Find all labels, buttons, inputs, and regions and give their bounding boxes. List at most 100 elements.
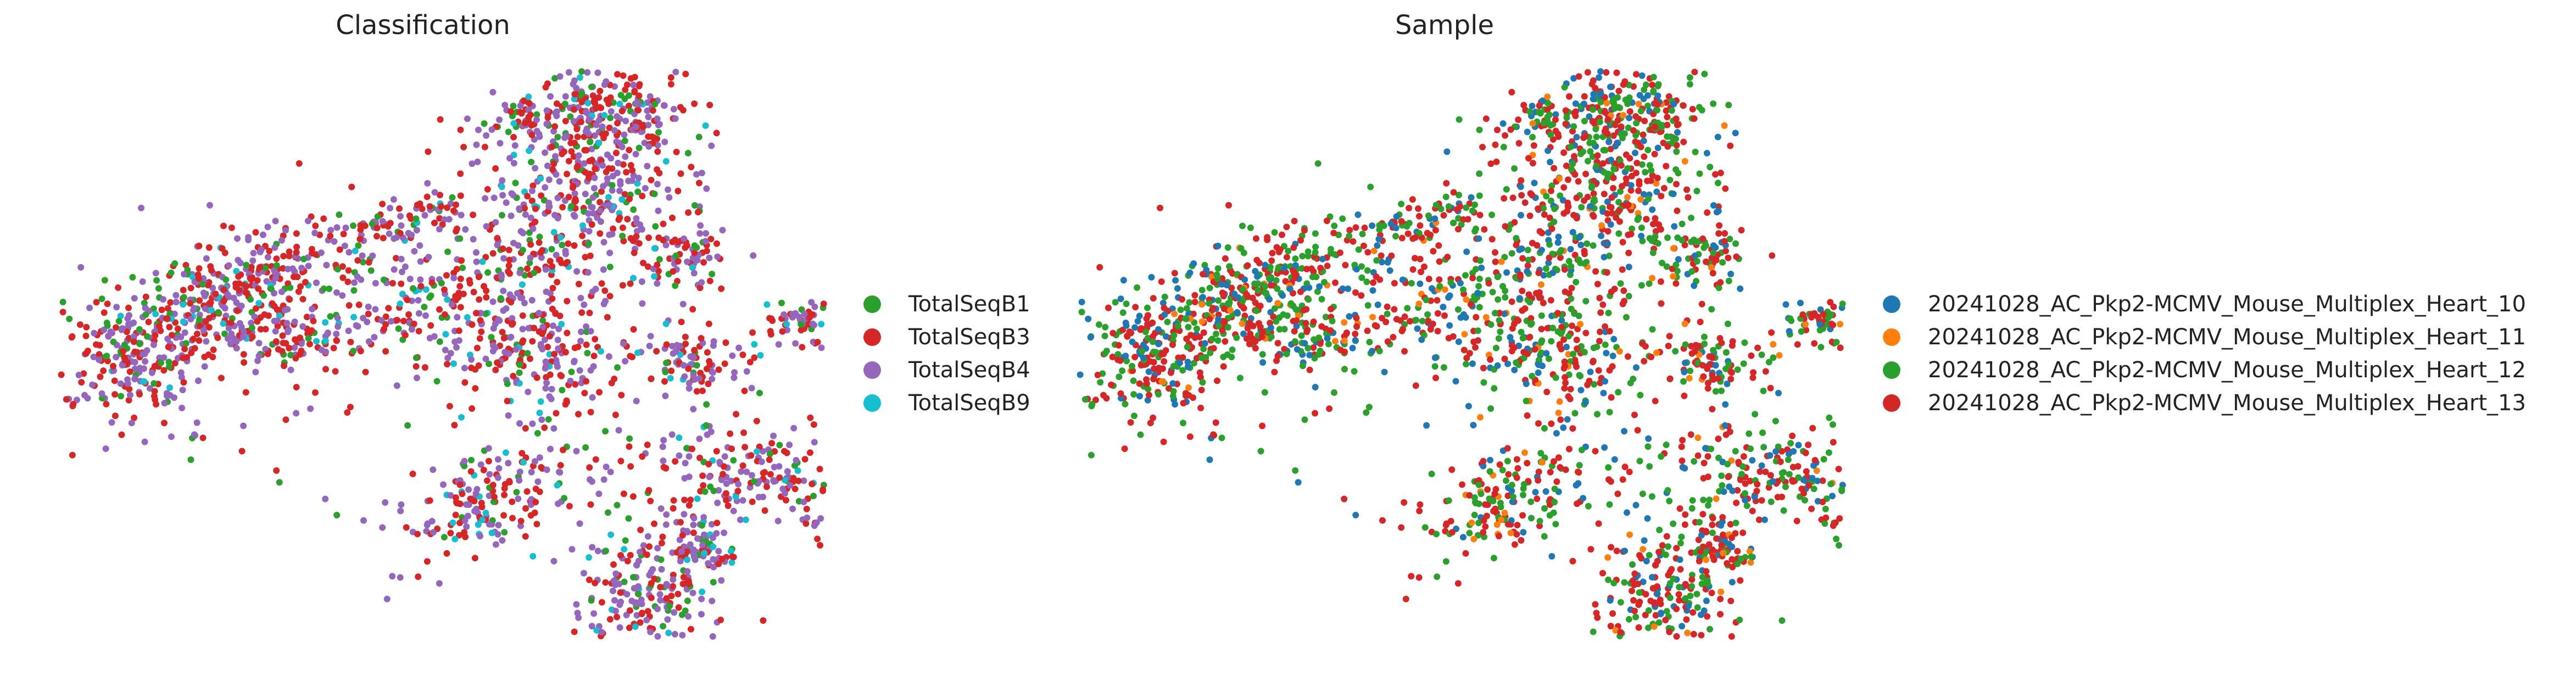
scatter-point	[272, 338, 280, 345]
scatter-point	[618, 392, 625, 399]
scatter-point	[1546, 355, 1552, 362]
scatter-point	[1566, 395, 1574, 403]
scatter-point	[1186, 433, 1194, 440]
scatter-point	[1434, 297, 1441, 304]
scatter-point	[689, 264, 696, 271]
scatter-point	[1513, 234, 1520, 242]
scatter-point	[442, 331, 449, 338]
scatter-point	[1536, 517, 1543, 524]
scatter-point	[447, 350, 454, 357]
scatter-point	[1551, 165, 1558, 172]
scatter-point	[1518, 245, 1525, 252]
scatter-point	[1231, 290, 1238, 298]
scatter-point	[415, 328, 422, 334]
scatter-point	[609, 187, 616, 194]
scatter-point	[1633, 71, 1640, 78]
scatter-point	[208, 306, 215, 314]
scatter-point	[555, 326, 562, 332]
scatter-point	[1369, 348, 1376, 355]
scatter-point	[165, 343, 172, 350]
scatter-point	[1183, 392, 1190, 399]
scatter-point	[1664, 143, 1671, 150]
scatter-point	[1751, 493, 1758, 500]
scatter-point	[1284, 312, 1291, 319]
scatter-point	[98, 390, 105, 397]
scatter-point	[355, 301, 363, 308]
scatter-point	[287, 366, 294, 373]
scatter-point	[1198, 301, 1206, 308]
scatter-point	[1663, 608, 1670, 615]
scatter-point	[1477, 490, 1485, 498]
scatter-point	[639, 124, 646, 131]
scatter-point	[594, 214, 601, 221]
scatter-point	[252, 305, 259, 312]
scatter-point	[396, 205, 403, 212]
scatter-point	[749, 329, 756, 336]
scatter-point	[1258, 333, 1265, 340]
scatter-point	[1800, 477, 1807, 483]
scatter-point	[1746, 430, 1753, 437]
scatter-point	[1742, 496, 1749, 504]
scatter-point	[1441, 312, 1448, 319]
scatter-point	[730, 507, 737, 515]
scatter-point	[1649, 206, 1656, 213]
scatter-point	[672, 115, 679, 122]
scatter-point	[816, 466, 823, 473]
scatter-point	[1462, 550, 1469, 557]
scatter-point	[324, 329, 331, 336]
scatter-point	[718, 476, 725, 483]
scatter-point	[624, 216, 631, 222]
scatter-point	[1373, 257, 1380, 264]
scatter-point	[517, 522, 524, 529]
scatter-point	[156, 323, 163, 329]
scatter-point	[1660, 139, 1667, 147]
scatter-point	[1172, 277, 1179, 284]
scatter-point	[1634, 216, 1641, 223]
scatter-point	[131, 376, 138, 383]
scatter-point	[1123, 322, 1130, 329]
scatter-point	[1536, 522, 1543, 529]
scatter-point	[510, 239, 517, 247]
scatter-point	[667, 375, 674, 382]
scatter-point	[1459, 481, 1465, 488]
scatter-point	[1746, 547, 1753, 555]
scatter-point	[708, 142, 715, 149]
scatter-point	[1543, 388, 1551, 395]
scatter-point	[786, 442, 793, 449]
scatter-point	[351, 279, 358, 286]
scatter-point	[1537, 339, 1545, 346]
scatter-point	[571, 91, 578, 98]
scatter-point	[1699, 511, 1707, 518]
scatter-point	[1802, 321, 1809, 328]
scatter-point	[1546, 241, 1553, 248]
scatter-point	[597, 348, 604, 355]
scatter-point	[630, 275, 637, 282]
scatter-point	[1632, 170, 1640, 176]
scatter-point	[141, 299, 148, 306]
scatter-point	[1610, 132, 1617, 139]
scatter-point	[1702, 445, 1709, 452]
scatter-point	[1676, 556, 1683, 563]
scatter-point	[609, 182, 616, 189]
scatter-point	[698, 595, 705, 602]
scatter-point	[610, 588, 616, 594]
scatter-point	[1722, 185, 1729, 192]
scatter-point	[1635, 100, 1642, 108]
scatter-point	[519, 349, 526, 356]
scatter-point	[1618, 162, 1625, 169]
scatter-point	[1638, 161, 1646, 168]
scatter-point	[1301, 227, 1308, 234]
scatter-point	[1722, 248, 1729, 254]
scatter-point	[528, 159, 535, 166]
scatter-point	[486, 521, 493, 528]
scatter-point	[345, 249, 353, 256]
scatter-point	[1644, 147, 1652, 154]
scatter-point	[415, 297, 422, 304]
scatter-point	[693, 171, 700, 178]
scatter-point	[1828, 320, 1835, 327]
scatter-point	[592, 165, 599, 172]
scatter-point	[517, 356, 523, 364]
scatter-point	[1429, 285, 1435, 292]
scatter-point	[614, 120, 621, 127]
scatter-point	[1174, 285, 1181, 292]
